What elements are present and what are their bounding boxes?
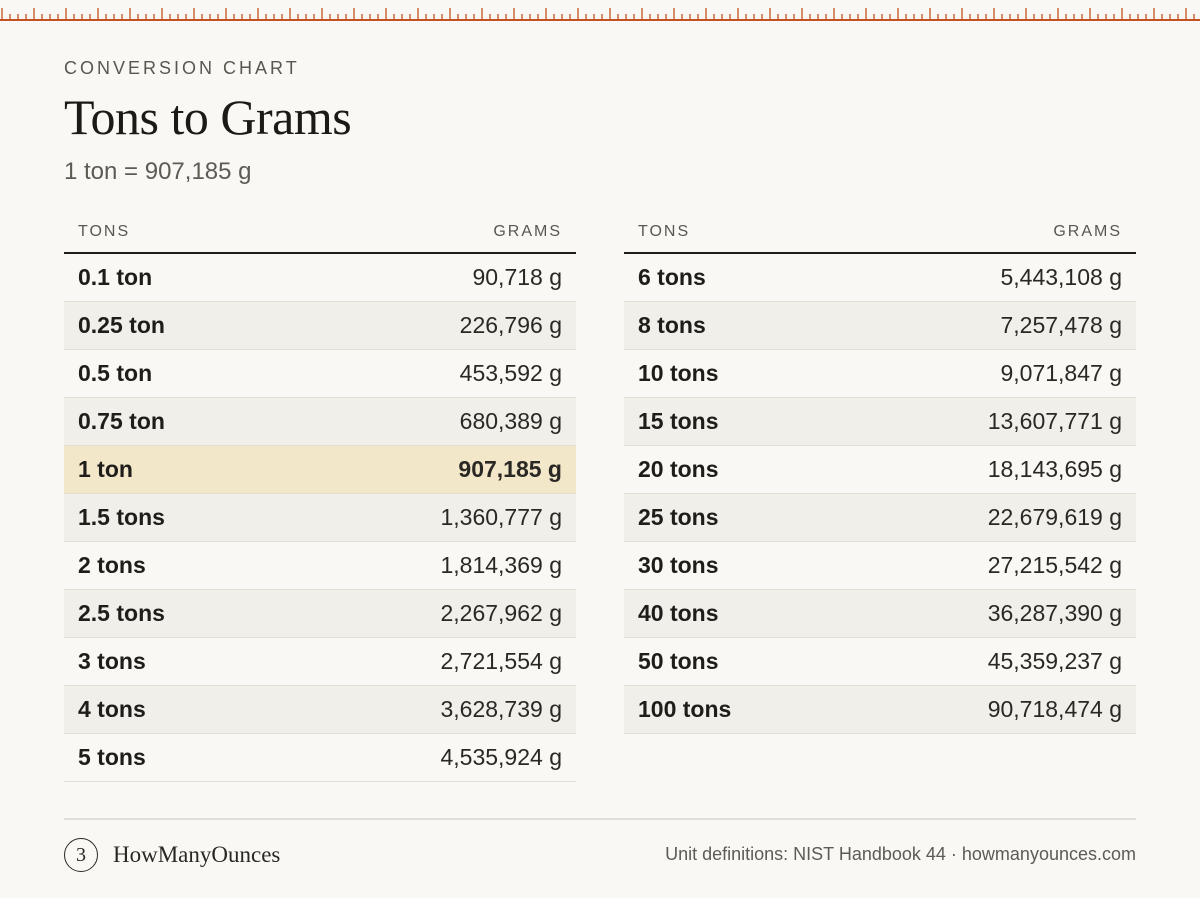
grams-value: 1,360,777 g [440, 504, 562, 530]
conversion-table-right: TONS GRAMS 6 tons 5,443,108 g 8 tons 7,257,… [624, 212, 1136, 734]
table-row: 25 tons 22,679,619 g [624, 494, 1136, 542]
table-row: 5 tons 4,535,924 g [64, 734, 576, 782]
tons-value: 0.5 ton [78, 360, 153, 386]
table-row: 100 tons 90,718,474 g [624, 686, 1136, 734]
grams-value: 907,185 g [458, 456, 562, 482]
ruler-decoration [0, 8, 1200, 21]
tons-value: 50 tons [638, 648, 719, 674]
table-row: 0.25 ton 226,796 g [64, 302, 576, 350]
table-row: 2 tons 1,814,369 g [64, 542, 576, 590]
page-title: Tons to Grams [64, 89, 352, 145]
table-row: 30 tons 27,215,542 g [624, 542, 1136, 590]
grams-value: 3,628,739 g [440, 696, 562, 722]
grams-value: 2,267,962 g [440, 600, 562, 626]
tons-value: 0.75 ton [78, 408, 165, 434]
table-row: 2.5 tons 2,267,962 g [64, 590, 576, 638]
column-header-grams: GRAMS [493, 223, 562, 240]
grams-value: 13,607,771 g [987, 408, 1122, 434]
source-note: Unit definitions: NIST Handbook 44 · how… [665, 844, 1136, 864]
tons-value: 40 tons [638, 600, 719, 626]
tons-value: 4 tons [78, 696, 146, 722]
grams-value: 90,718,474 g [987, 696, 1122, 722]
table-row-highlighted: 1 ton 907,185 g [64, 446, 576, 494]
grams-value: 4,535,924 g [440, 744, 562, 770]
tons-value: 5 tons [78, 744, 146, 770]
tons-value: 8 tons [638, 312, 706, 338]
table-row: 1.5 tons 1,360,777 g [64, 494, 576, 542]
grams-value: 22,679,619 g [987, 504, 1122, 530]
table-row: 8 tons 7,257,478 g [624, 302, 1136, 350]
grams-value: 45,359,237 g [987, 648, 1122, 674]
tons-value: 2.5 tons [78, 600, 165, 626]
table-row: 20 tons 18,143,695 g [624, 446, 1136, 494]
table-row: 0.1 ton 90,718 g [64, 254, 576, 302]
table-row: 10 tons 9,071,847 g [624, 350, 1136, 398]
conversion-factor: 1 ton = 907,185 g [64, 158, 252, 185]
tons-value: 1.5 tons [78, 504, 165, 530]
conversion-table-left: TONS GRAMS 0.1 ton 90,718 g 0.25 ton 226,79… [64, 212, 576, 782]
grams-value: 5,443,108 g [1000, 264, 1122, 290]
grams-value: 18,143,695 g [987, 456, 1122, 482]
tons-value: 0.1 ton [78, 264, 153, 290]
grams-value: 90,718 g [472, 264, 562, 290]
tons-value: 3 tons [78, 648, 146, 674]
grams-value: 27,215,542 g [987, 552, 1122, 578]
brand-name: HowManyOunces [113, 842, 281, 867]
tons-value: 25 tons [638, 504, 719, 530]
tons-value: 20 tons [638, 456, 719, 482]
grams-value: 680,389 g [459, 408, 562, 434]
grams-value: 226,796 g [459, 312, 562, 338]
tons-value: 6 tons [638, 264, 706, 290]
table-row: 3 tons 2,721,554 g [64, 638, 576, 686]
grams-value: 1,814,369 g [440, 552, 562, 578]
footer-divider [64, 818, 1136, 820]
tons-value: 0.25 ton [78, 312, 165, 338]
tons-value: 1 ton [78, 456, 133, 482]
table-header: TONS GRAMS [624, 212, 1136, 254]
table-row: 15 tons 13,607,771 g [624, 398, 1136, 446]
column-header-tons: TONS [638, 223, 691, 240]
table-row: 4 tons 3,628,739 g [64, 686, 576, 734]
tons-value: 2 tons [78, 552, 146, 578]
table-row: 6 tons 5,443,108 g [624, 254, 1136, 302]
grams-value: 2,721,554 g [440, 648, 562, 674]
column-header-grams: GRAMS [1053, 223, 1122, 240]
grams-value: 7,257,478 g [1000, 312, 1122, 338]
table-row: 0.75 ton 680,389 g [64, 398, 576, 446]
tons-value: 30 tons [638, 552, 719, 578]
table-row: 50 tons 45,359,237 g [624, 638, 1136, 686]
column-header-tons: TONS [78, 223, 131, 240]
table-row: 0.5 ton 453,592 g [64, 350, 576, 398]
eyebrow-label: CONVERSION CHART [64, 58, 300, 78]
grams-value: 9,071,847 g [1000, 360, 1122, 386]
brand-logo[interactable]: 3 HowManyOunces [64, 838, 280, 872]
table-row: 40 tons 36,287,390 g [624, 590, 1136, 638]
tons-value: 15 tons [638, 408, 719, 434]
tons-value: 100 tons [638, 696, 732, 722]
grams-value: 453,592 g [459, 360, 562, 386]
table-header: TONS GRAMS [64, 212, 576, 254]
grams-value: 36,287,390 g [987, 600, 1122, 626]
logo-icon: 3 [64, 838, 98, 872]
tons-value: 10 tons [638, 360, 719, 386]
